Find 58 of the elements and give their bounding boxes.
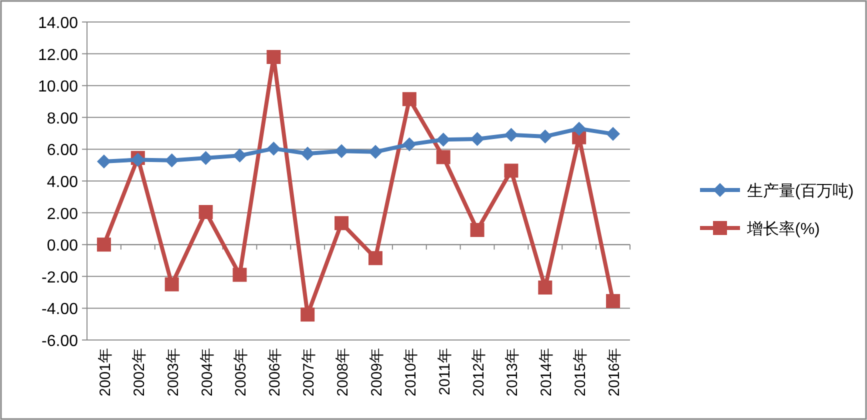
y-tick-label: 2.00 <box>46 206 78 223</box>
x-tick-label: 2003年 <box>164 348 182 396</box>
point <box>470 222 484 237</box>
point <box>368 251 382 266</box>
x-tick-label: 2013年 <box>504 348 522 396</box>
point <box>334 216 349 230</box>
point <box>606 294 620 308</box>
point <box>606 126 620 141</box>
x-tick-label: 2002年 <box>130 348 148 396</box>
point <box>436 132 450 147</box>
point <box>266 142 281 156</box>
y-tick-label: -2.00 <box>42 269 78 286</box>
point <box>96 154 111 168</box>
x-tick-label: 2009年 <box>368 348 386 396</box>
point <box>198 150 213 165</box>
point <box>504 164 518 178</box>
x-tick-label: 2007年 <box>300 348 318 396</box>
point <box>538 129 552 144</box>
point <box>164 153 179 168</box>
point <box>402 137 416 152</box>
x-tick-label: 2006年 <box>266 348 284 396</box>
point <box>300 308 315 322</box>
y-tick-label: 10.00 <box>38 78 78 96</box>
x-tick-label: 2010年 <box>402 348 420 396</box>
point <box>96 238 111 252</box>
y-tick-label: 0.00 <box>46 238 78 255</box>
point <box>164 277 179 292</box>
point <box>266 50 281 64</box>
y-tick-label: 12.00 <box>38 46 78 64</box>
y-tick-label: 8.00 <box>46 110 78 128</box>
x-tick-label: 2004年 <box>198 348 216 396</box>
x-tick-label: 2001年 <box>96 348 114 396</box>
x-tick-label: 2005年 <box>232 348 250 396</box>
legend-label: 生产量(百万吨) <box>747 182 854 200</box>
y-tick-label: -6.00 <box>42 333 78 350</box>
y-tick-label: -4.00 <box>42 301 78 318</box>
point <box>572 122 586 136</box>
x-tick-label: 2008年 <box>334 348 352 396</box>
point <box>300 146 315 161</box>
x-tick-label: 2012年 <box>470 348 488 396</box>
point <box>402 92 416 106</box>
legend-label: 增长率(%) <box>746 220 820 238</box>
point <box>368 144 382 159</box>
point <box>538 280 552 295</box>
x-tick-label: 2014年 <box>538 348 556 396</box>
point <box>436 150 450 164</box>
point <box>198 205 213 220</box>
point <box>232 148 247 163</box>
point <box>504 128 518 142</box>
y-tick-label: 14.00 <box>38 15 78 32</box>
y-tick-label: 4.00 <box>46 174 78 191</box>
point <box>232 268 247 282</box>
x-tick-label: 2016年 <box>606 348 624 396</box>
x-tick-label: 2015年 <box>572 348 590 396</box>
y-tick-label: 6.00 <box>46 142 78 160</box>
point <box>470 132 484 146</box>
x-tick-label: 2011年 <box>436 348 454 396</box>
point <box>334 144 349 158</box>
